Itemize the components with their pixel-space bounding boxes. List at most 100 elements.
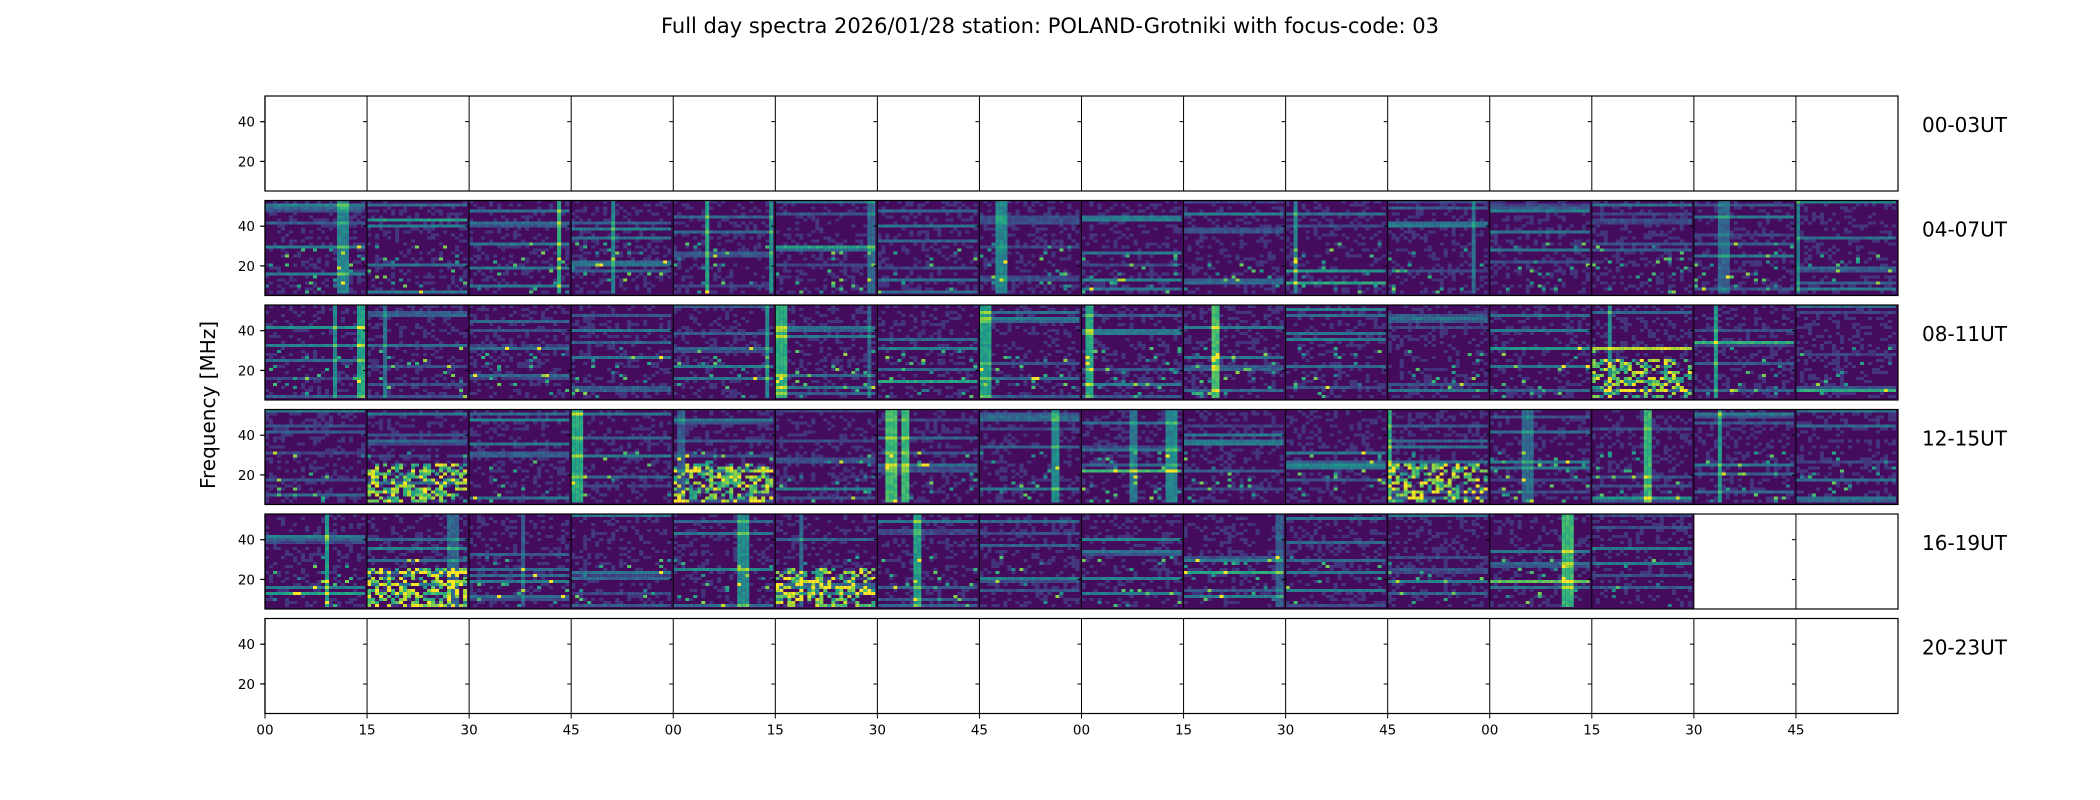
spectrum-cell — [1443, 251, 1448, 255]
spectrum-cell — [1777, 203, 1782, 207]
spectrum-cell — [843, 245, 848, 249]
spectrum-cell — [987, 215, 992, 219]
spectrum-cell — [285, 251, 289, 255]
spectrum-cell — [1671, 290, 1676, 294]
spectrum-cell — [513, 224, 518, 228]
spectrum-cell — [901, 290, 906, 294]
spectrum-cell — [757, 215, 762, 219]
spectrum-cell — [587, 218, 592, 222]
spectrum-cell — [341, 248, 345, 252]
spectrum-cell — [1701, 254, 1706, 258]
spectrum-cell — [533, 260, 538, 264]
spectrum-cell — [1137, 290, 1142, 294]
spectrum-cell — [775, 248, 780, 252]
spectrum-cell — [1483, 260, 1488, 264]
spectrum-cell — [1757, 215, 1762, 219]
spectrum-cell — [293, 239, 297, 243]
spectrum-cell — [753, 248, 758, 252]
spectrum-cell — [541, 242, 546, 246]
spectrum-cell — [987, 221, 992, 225]
spectrum-cell — [1505, 239, 1510, 243]
spectrum-cell — [659, 218, 664, 222]
spectrum-cell — [317, 266, 321, 270]
spectrum-cell — [1137, 209, 1142, 213]
spectrum-cell — [1549, 260, 1554, 264]
spectrum-cell — [1659, 281, 1664, 285]
spectrum-cell — [1557, 206, 1562, 210]
spectrum-cell — [1643, 245, 1648, 249]
spectrum-cell — [1501, 284, 1506, 288]
spectrum-cell — [655, 239, 660, 243]
spectrum-cell — [1117, 263, 1122, 267]
spectrum-cell — [1623, 242, 1628, 246]
spectrum-cell — [489, 266, 494, 270]
spectrum-cell — [1173, 269, 1178, 273]
spectrum-cell — [779, 248, 784, 252]
spectrum-cell — [1137, 272, 1142, 276]
spectrum-cell — [317, 287, 321, 291]
spectrum-cell — [1757, 203, 1762, 207]
spectrum-cell — [349, 287, 353, 291]
spectrum-cell — [775, 275, 780, 279]
spectrum-cell — [1301, 206, 1306, 210]
spectrum-cell — [1361, 248, 1366, 252]
spectrum-cell — [799, 215, 804, 219]
spectrum-cell — [293, 284, 297, 288]
spectrum-cell — [1607, 212, 1612, 216]
spectrum-cell — [1721, 200, 1726, 204]
spectrum-cell — [979, 215, 984, 219]
spectrum-cell — [375, 254, 380, 258]
spectrum-cell — [1153, 278, 1158, 282]
spectrum-cell — [521, 284, 526, 288]
spectrum-cell — [795, 248, 800, 252]
spectrum-cell — [1357, 269, 1362, 273]
spectrum-cell — [1667, 290, 1672, 294]
spectrum-cell — [961, 239, 966, 243]
spectrum-cell — [1541, 242, 1546, 246]
spectrum-cell — [823, 200, 828, 204]
spectrum-cell — [1047, 200, 1052, 204]
spectrum-cell — [349, 209, 353, 213]
spectrum-cell — [1003, 266, 1008, 270]
spectrum-cell — [1055, 221, 1060, 225]
spectrum-cell — [611, 206, 616, 210]
spectrum-cell — [1627, 230, 1632, 234]
spectrum-cell — [367, 218, 372, 222]
spectrum-cell — [1059, 284, 1064, 288]
spectrum-cell — [505, 227, 510, 231]
spectrum-cell — [1541, 284, 1546, 288]
spectrum-cell — [1395, 239, 1400, 243]
spectrum-cell — [1483, 206, 1488, 210]
spectrum-cell — [969, 290, 974, 294]
spectrum-cell — [587, 269, 592, 273]
spectrum-cell — [1081, 263, 1086, 267]
spectrum-cell — [877, 209, 882, 213]
spectrum-cell — [309, 263, 313, 267]
spectrum-cell — [1059, 275, 1064, 279]
spectrum-cell — [383, 224, 388, 228]
spectrum-cell — [639, 269, 644, 273]
spectrum-cell — [1733, 233, 1738, 237]
spectrum-cell — [1407, 239, 1412, 243]
spectrum-cell — [329, 242, 333, 246]
spectrum-cell — [1003, 200, 1008, 204]
spectrum-cell — [493, 278, 498, 282]
spectrum-cell — [1075, 242, 1080, 246]
spectrum-cell — [321, 269, 325, 273]
spectrum-cell — [1631, 248, 1636, 252]
spectrum-cell — [493, 221, 498, 225]
spectrum-cell — [673, 257, 678, 261]
spectrum-cell — [1683, 266, 1688, 270]
spectrum-cell — [973, 284, 978, 288]
spectrum-cell — [1101, 245, 1106, 249]
spectrum-cell — [1039, 275, 1044, 279]
spectrum-cell — [995, 212, 1000, 216]
spectrum-cell — [1121, 287, 1126, 291]
spectrum-cell — [1313, 227, 1318, 231]
spectrum-cell — [1679, 218, 1684, 222]
spectrum-cell — [823, 245, 828, 249]
spectrum-cell — [851, 284, 856, 288]
spectrum-cell — [553, 251, 558, 255]
spectrum-cell — [725, 230, 730, 234]
spectrum-cell — [1643, 233, 1648, 237]
